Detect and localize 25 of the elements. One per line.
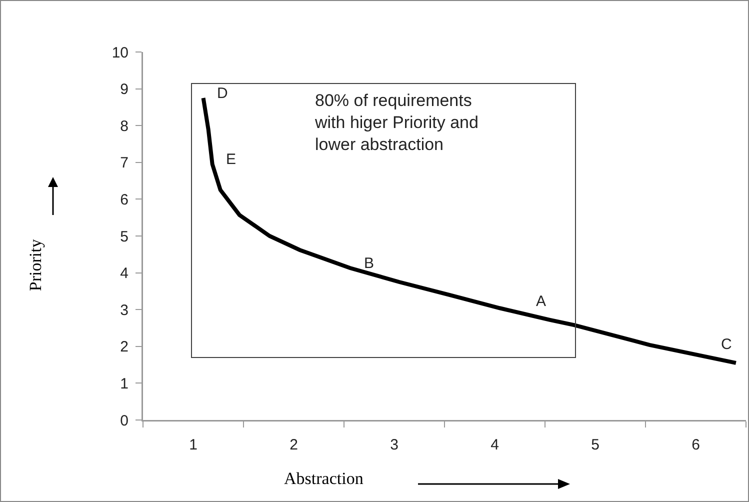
x-tick-label: 4 bbox=[490, 436, 499, 454]
y-tick-label: 8 bbox=[120, 118, 128, 135]
annotation: A bbox=[536, 293, 546, 310]
annotation: E bbox=[226, 151, 236, 168]
annotation: C bbox=[721, 336, 732, 353]
x-tick-label: 5 bbox=[591, 436, 600, 454]
y-tick-label: 6 bbox=[120, 191, 128, 208]
x-tick-label: 2 bbox=[290, 436, 298, 454]
y-tick-label: 4 bbox=[120, 265, 128, 282]
y-tick-label: 10 bbox=[112, 44, 128, 62]
y-axis-title: Priority bbox=[26, 238, 46, 292]
y-tick-label: 7 bbox=[120, 154, 128, 172]
x-axis-title: Abstraction bbox=[284, 469, 364, 488]
x-tick-label: 6 bbox=[692, 436, 700, 454]
annotation: 80% of requirements with higer Priority and lower abstraction bbox=[314, 91, 478, 154]
x-tick-label: 3 bbox=[390, 436, 398, 454]
annotation: B bbox=[364, 255, 374, 272]
x-tick-label: 1 bbox=[189, 436, 198, 454]
y-tick-label: 2 bbox=[120, 338, 128, 356]
y-tick-label: 9 bbox=[120, 81, 128, 98]
y-tick-label: 0 bbox=[120, 412, 128, 430]
y-tick-label: 3 bbox=[120, 302, 128, 319]
y-tick-label: 1 bbox=[120, 375, 128, 392]
annotation: D bbox=[217, 85, 228, 102]
y-tick-label: 5 bbox=[120, 228, 128, 246]
